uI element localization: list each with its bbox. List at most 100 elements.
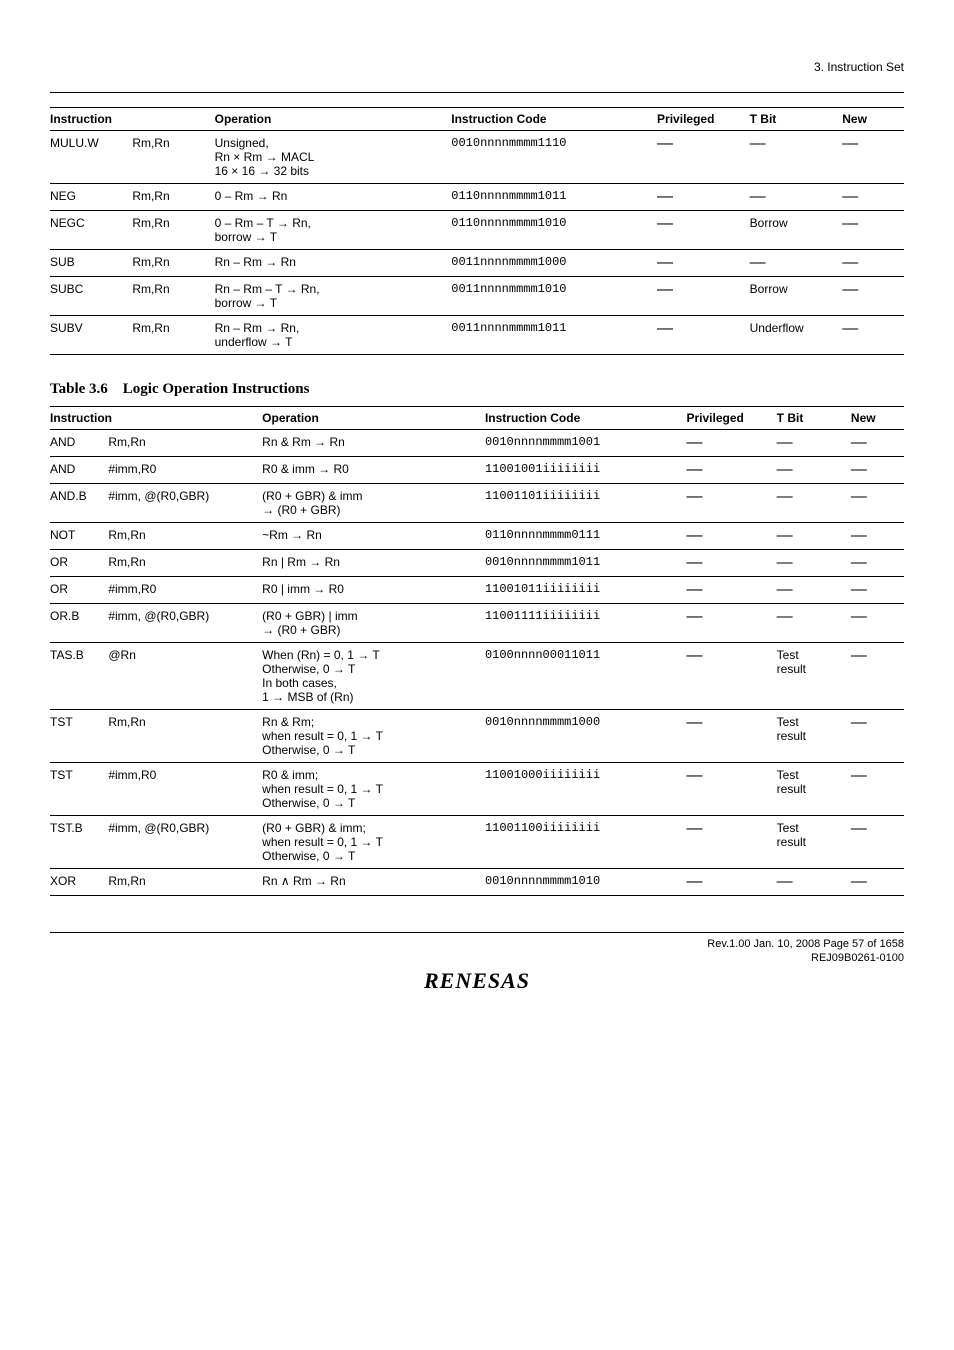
cell-operation: R0 & imm;when result = 0, 1 → TOtherwise… xyxy=(262,763,485,816)
cell-new: — xyxy=(851,763,904,816)
table-row: AND#imm,R0R0 & imm → R011001001iiiiiiii—… xyxy=(50,457,904,484)
caption-label: Table 3.6 xyxy=(50,381,108,397)
col-privileged: Privileged xyxy=(657,108,750,131)
col-instruction: Instruction xyxy=(50,108,215,131)
col-instruction: Instruction xyxy=(50,407,262,430)
col-tbit: T Bit xyxy=(750,108,843,131)
table-row: XORRm,RnRn ∧ Rm → Rn0010nnnnmmmm1010——— xyxy=(50,869,904,896)
cell-tbit: — xyxy=(750,184,843,211)
cell-operation: (R0 + GBR) & imm→ (R0 + GBR) xyxy=(262,484,485,523)
cell-new: — xyxy=(851,604,904,643)
cell-new: — xyxy=(842,184,904,211)
cell-operands: Rm,Rn xyxy=(108,710,262,763)
col-new: New xyxy=(851,407,904,430)
cell-operands: Rm,Rn xyxy=(108,523,262,550)
renesas-logo: RENESAS xyxy=(50,968,904,994)
cell-operation: 0 – Rm → Rn xyxy=(215,184,452,211)
cell-privileged: — xyxy=(687,643,777,710)
cell-tbit: Underflow xyxy=(750,316,843,355)
cell-code: 11001111iiiiiiii xyxy=(485,604,687,643)
cell-tbit: Testresult xyxy=(777,710,851,763)
cell-privileged: — xyxy=(657,211,750,250)
table-header-row: Instruction Operation Instruction Code P… xyxy=(50,407,904,430)
cell-mnemonic: AND.B xyxy=(50,484,108,523)
cell-privileged: — xyxy=(657,277,750,316)
cell-tbit: — xyxy=(777,550,851,577)
cell-code: 0011nnnnmmmm1010 xyxy=(451,277,657,316)
logic-instructions-table: Instruction Operation Instruction Code P… xyxy=(50,406,904,896)
cell-privileged: — xyxy=(657,184,750,211)
cell-new: — xyxy=(851,710,904,763)
section-header: 3. Instruction Set xyxy=(50,60,904,74)
cell-tbit: — xyxy=(777,604,851,643)
table-row: SUBRm,RnRn – Rm → Rn0011nnnnmmmm1000——— xyxy=(50,250,904,277)
cell-code: 0010nnnnmmmm1011 xyxy=(485,550,687,577)
cell-operation: Rn – Rm → Rn,underflow → T xyxy=(215,316,452,355)
cell-mnemonic: OR xyxy=(50,577,108,604)
cell-mnemonic: SUB xyxy=(50,250,132,277)
cell-operands: #imm, @(R0,GBR) xyxy=(108,484,262,523)
col-tbit: T Bit xyxy=(777,407,851,430)
cell-operation: R0 & imm → R0 xyxy=(262,457,485,484)
footer-rule xyxy=(50,932,904,933)
cell-mnemonic: MULU.W xyxy=(50,131,132,184)
table-row: SUBCRm,RnRn – Rm – T → Rn,borrow → T0011… xyxy=(50,277,904,316)
cell-operands: #imm, @(R0,GBR) xyxy=(108,604,262,643)
arithmetic-instructions-table: Instruction Operation Instruction Code P… xyxy=(50,107,904,355)
table-row: OR.B#imm, @(R0,GBR)(R0 + GBR) | imm→ (R0… xyxy=(50,604,904,643)
cell-tbit: — xyxy=(777,523,851,550)
footer-line-1: Rev.1.00 Jan. 10, 2008 Page 57 of 1658 xyxy=(50,937,904,951)
cell-privileged: — xyxy=(687,869,777,896)
cell-code: 11001011iiiiiiii xyxy=(485,577,687,604)
cell-tbit: — xyxy=(777,430,851,457)
table-caption: Table 3.6 Logic Operation Instructions xyxy=(50,381,904,398)
cell-code: 0010nnnnmmmm1010 xyxy=(485,869,687,896)
cell-operation: R0 | imm → R0 xyxy=(262,577,485,604)
col-operation: Operation xyxy=(215,108,452,131)
cell-operands: #imm,R0 xyxy=(108,577,262,604)
table-row: NEGCRm,Rn0 – Rm – T → Rn,borrow → T0110n… xyxy=(50,211,904,250)
cell-operands: Rm,Rn xyxy=(132,184,214,211)
cell-new: — xyxy=(851,457,904,484)
cell-new: — xyxy=(842,211,904,250)
cell-operands: Rm,Rn xyxy=(108,430,262,457)
cell-mnemonic: NEG xyxy=(50,184,132,211)
header-rule xyxy=(50,92,904,93)
cell-operation: Rn & Rm → Rn xyxy=(262,430,485,457)
table-row: NEGRm,Rn0 – Rm → Rn0110nnnnmmmm1011——— xyxy=(50,184,904,211)
cell-code: 0100nnnn00011011 xyxy=(485,643,687,710)
cell-tbit: Testresult xyxy=(777,816,851,869)
col-new: New xyxy=(842,108,904,131)
cell-tbit: — xyxy=(750,131,843,184)
cell-new: — xyxy=(842,131,904,184)
cell-privileged: — xyxy=(687,550,777,577)
cell-code: 0010nnnnmmmm1001 xyxy=(485,430,687,457)
cell-new: — xyxy=(842,316,904,355)
cell-operation: Rn ∧ Rm → Rn xyxy=(262,869,485,896)
cell-mnemonic: NEGC xyxy=(50,211,132,250)
cell-mnemonic: OR xyxy=(50,550,108,577)
cell-code: 0010nnnnmmmm1110 xyxy=(451,131,657,184)
col-operation: Operation xyxy=(262,407,485,430)
cell-operation: (R0 + GBR) | imm→ (R0 + GBR) xyxy=(262,604,485,643)
cell-new: — xyxy=(851,430,904,457)
cell-operation: Rn – Rm – T → Rn,borrow → T xyxy=(215,277,452,316)
cell-tbit: — xyxy=(777,484,851,523)
table-row: ANDRm,RnRn & Rm → Rn0010nnnnmmmm1001——— xyxy=(50,430,904,457)
cell-privileged: — xyxy=(687,604,777,643)
cell-operands: Rm,Rn xyxy=(108,869,262,896)
table-row: MULU.WRm,RnUnsigned,Rn × Rm → MACL16 × 1… xyxy=(50,131,904,184)
table-row: TST.B#imm, @(R0,GBR)(R0 + GBR) & imm;whe… xyxy=(50,816,904,869)
cell-operation: Unsigned,Rn × Rm → MACL16 × 16 → 32 bits xyxy=(215,131,452,184)
cell-privileged: — xyxy=(687,430,777,457)
cell-code: 11001001iiiiiiii xyxy=(485,457,687,484)
cell-mnemonic: OR.B xyxy=(50,604,108,643)
cell-new: — xyxy=(851,816,904,869)
cell-new: — xyxy=(851,523,904,550)
cell-tbit: — xyxy=(777,869,851,896)
cell-new: — xyxy=(851,869,904,896)
cell-tbit: Borrow xyxy=(750,277,843,316)
cell-privileged: — xyxy=(687,763,777,816)
cell-tbit: — xyxy=(750,250,843,277)
footer: Rev.1.00 Jan. 10, 2008 Page 57 of 1658 R… xyxy=(50,932,904,994)
